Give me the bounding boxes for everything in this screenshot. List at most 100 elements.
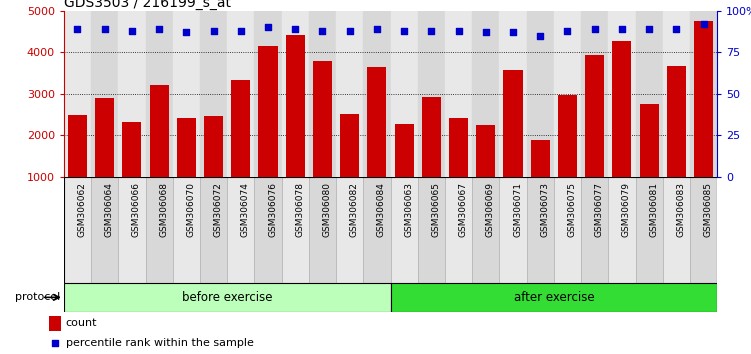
Point	[562, 28, 574, 33]
Point	[453, 28, 465, 33]
Text: GSM306070: GSM306070	[186, 182, 195, 237]
Bar	[363, 177, 391, 283]
Point	[616, 26, 628, 32]
Bar	[391, 11, 418, 177]
Bar	[585, 55, 605, 218]
Point	[49, 341, 61, 346]
Bar	[394, 124, 414, 218]
Point	[480, 29, 492, 35]
Bar	[309, 11, 336, 177]
Bar	[449, 118, 468, 218]
Bar	[231, 80, 250, 218]
Point	[289, 26, 301, 32]
Bar	[255, 11, 282, 177]
Bar	[173, 177, 200, 283]
Text: GSM306063: GSM306063	[404, 182, 413, 237]
Bar	[95, 98, 114, 218]
Bar	[472, 11, 499, 177]
Bar	[227, 11, 255, 177]
Point	[398, 28, 410, 33]
Text: percentile rank within the sample: percentile rank within the sample	[65, 338, 253, 348]
Point	[126, 28, 138, 33]
Text: GSM306062: GSM306062	[77, 182, 86, 237]
Bar	[313, 61, 332, 218]
Bar	[64, 177, 91, 283]
Bar	[64, 283, 391, 312]
Bar	[49, 316, 61, 331]
Bar	[526, 177, 554, 283]
Point	[425, 28, 437, 33]
Text: GSM306074: GSM306074	[241, 182, 250, 237]
Bar	[227, 177, 255, 283]
Bar	[635, 177, 662, 283]
Bar	[68, 115, 87, 218]
Text: GSM306071: GSM306071	[513, 182, 522, 237]
Bar	[64, 11, 91, 177]
Text: count: count	[65, 318, 97, 329]
Text: GSM306083: GSM306083	[677, 182, 686, 237]
Text: after exercise: after exercise	[514, 291, 594, 304]
Point	[643, 26, 655, 32]
Bar	[418, 11, 445, 177]
Bar	[119, 177, 146, 283]
Text: GSM306068: GSM306068	[159, 182, 168, 237]
Bar	[503, 70, 523, 218]
Text: GSM306079: GSM306079	[622, 182, 631, 237]
Bar	[391, 283, 717, 312]
Point	[507, 29, 519, 35]
Bar	[200, 177, 227, 283]
Bar	[119, 11, 146, 177]
Text: GSM306085: GSM306085	[704, 182, 713, 237]
Point	[153, 26, 165, 32]
Bar	[499, 11, 526, 177]
Text: GSM306069: GSM306069	[486, 182, 495, 237]
Bar	[445, 11, 472, 177]
Bar	[146, 177, 173, 283]
Point	[262, 24, 274, 30]
Point	[235, 28, 247, 33]
Text: GSM306084: GSM306084	[377, 182, 386, 237]
Bar	[340, 114, 359, 218]
Text: GSM306082: GSM306082	[350, 182, 359, 237]
Bar	[422, 97, 441, 218]
Bar	[146, 11, 173, 177]
Bar	[336, 11, 363, 177]
Bar	[282, 11, 309, 177]
Point	[207, 28, 219, 33]
Bar	[363, 11, 391, 177]
Bar	[662, 11, 690, 177]
Text: GSM306078: GSM306078	[295, 182, 304, 237]
Point	[698, 21, 710, 27]
Bar	[476, 125, 496, 218]
Bar	[309, 177, 336, 283]
Text: GSM306066: GSM306066	[132, 182, 141, 237]
Bar	[149, 85, 169, 218]
Bar	[176, 118, 196, 218]
Bar	[258, 46, 278, 218]
Point	[344, 28, 356, 33]
Bar	[173, 11, 200, 177]
Text: GSM306065: GSM306065	[431, 182, 440, 237]
Text: GSM306064: GSM306064	[104, 182, 113, 237]
Text: GDS3503 / 216199_s_at: GDS3503 / 216199_s_at	[64, 0, 231, 10]
Bar	[285, 35, 305, 218]
Bar	[554, 177, 581, 283]
Bar	[204, 116, 223, 218]
Bar	[558, 95, 577, 218]
Bar	[418, 177, 445, 283]
Bar	[635, 11, 662, 177]
Bar	[367, 67, 387, 218]
Bar	[690, 11, 717, 177]
Bar	[608, 177, 635, 283]
Bar	[608, 11, 635, 177]
Text: protocol: protocol	[15, 292, 60, 302]
Text: GSM306073: GSM306073	[540, 182, 549, 237]
Bar	[690, 177, 717, 283]
Text: GSM306072: GSM306072	[213, 182, 222, 237]
Bar	[662, 177, 690, 283]
Bar	[445, 177, 472, 283]
Bar	[472, 177, 499, 283]
Bar	[200, 11, 227, 177]
Bar	[667, 65, 686, 218]
Bar	[255, 177, 282, 283]
